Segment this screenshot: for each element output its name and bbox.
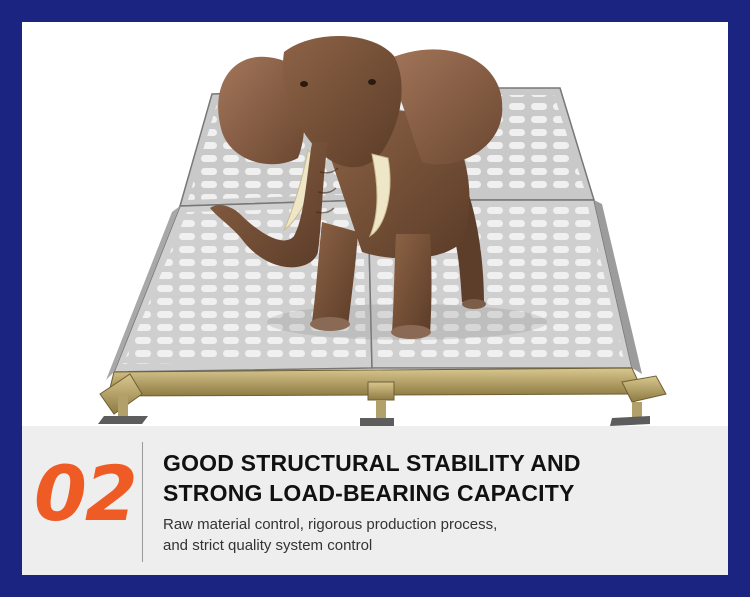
feature-number: 02 [34, 449, 138, 538]
feature-panel: 02 GOOD STRUCTURAL STABILITY AND STRONG … [22, 22, 728, 575]
feature-info-bar: 02 GOOD STRUCTURAL STABILITY AND STRONG … [22, 426, 728, 575]
feature-description-line: and strict quality system control [163, 537, 373, 554]
support-pedestals [98, 373, 667, 426]
elephant-image [210, 35, 503, 339]
vertical-divider [142, 442, 143, 562]
feature-title: GOOD STRUCTURAL STABILITY AND STRONG LOA… [163, 448, 703, 508]
feature-title-line: GOOD STRUCTURAL STABILITY AND [163, 450, 581, 476]
feature-description: Raw material control, rigorous productio… [163, 514, 683, 556]
feature-description-line: Raw material control, rigorous productio… [163, 516, 498, 533]
product-illustration [98, 35, 667, 426]
feature-title-line: STRONG LOAD-BEARING CAPACITY [163, 480, 575, 506]
